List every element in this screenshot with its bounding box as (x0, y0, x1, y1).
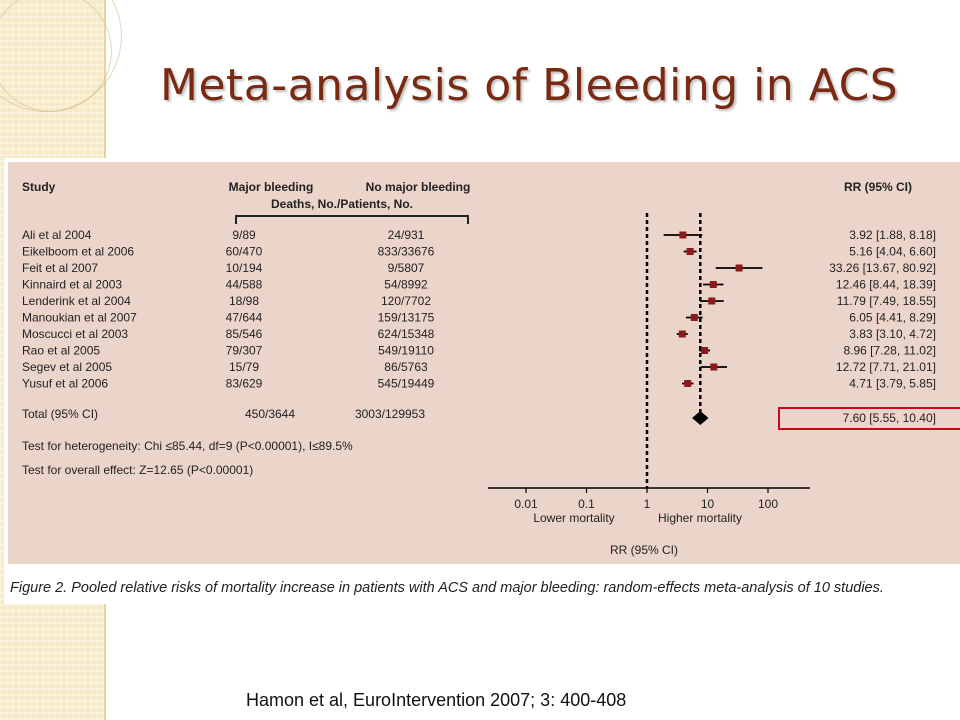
study-rr-label: 6.05 [4.41, 8.29] (849, 311, 936, 325)
study-point (709, 281, 717, 288)
study-no-major-bleeding: 120/7702 (381, 294, 431, 308)
forest-plot: Study Major bleeding No major bleeding D… (22, 180, 960, 557)
x-tick-label: 100 (758, 497, 778, 511)
study-name: Ali et al 2004 (22, 228, 92, 242)
x-tick-label: 0.1 (578, 497, 595, 511)
x-tick-label: 1 (644, 497, 651, 511)
study-point (708, 297, 716, 305)
study-name: Yusuf et al 2006 (22, 377, 108, 391)
study-rr-label: 12.72 [7.71, 21.01] (836, 360, 936, 374)
total-highlight-box (778, 407, 960, 430)
axis-favours-left: Lower mortality (533, 511, 614, 525)
test-heterogeneity: Test for heterogeneity: Chi ≤85.44, df=9… (22, 439, 353, 453)
forest-plot-figure: Study Major bleeding No major bleeding D… (4, 158, 960, 604)
study-rr-label: 8.96 [7.28, 11.02] (843, 344, 936, 358)
study-no-major-bleeding: 545/19449 (378, 377, 435, 391)
study-name: Manoukian et al 2007 (22, 311, 137, 325)
study-no-major-bleeding: 624/15348 (378, 327, 435, 341)
total-major: 450/3644 (245, 407, 295, 421)
study-major-bleeding: 79/307 (226, 344, 263, 358)
study-no-major-bleeding: 833/33676 (378, 245, 435, 259)
study-no-major-bleeding: 86/5763 (384, 360, 428, 374)
study-rr-label: 5.16 [4.04, 6.60] (849, 245, 936, 259)
study-no-major-bleeding: 159/13175 (378, 311, 435, 325)
study-point (679, 231, 687, 239)
header-major-bleeding: Major bleeding (229, 180, 314, 194)
study-name: Kinnaird et al 2003 (22, 278, 122, 292)
study-point (686, 248, 694, 255)
study-name: Rao et al 2005 (22, 344, 100, 358)
total-rr-label: 7.60 [5.55, 10.40] (843, 411, 936, 425)
study-point (684, 380, 692, 387)
plot-layer: 0.01 0.1 1 10 100 (488, 213, 810, 511)
citation: Hamon et al, EuroIntervention 2007; 3: 4… (246, 690, 627, 710)
x-tick-label: 0.01 (514, 497, 538, 511)
study-rr-label: 33.26 [13.67, 80.92] (829, 261, 936, 275)
study-point (690, 314, 698, 321)
total-no-major: 3003/129953 (355, 407, 425, 421)
axis-favours-right: Higher mortality (658, 511, 742, 525)
study-name: Segev et al 2005 (22, 360, 112, 374)
header-no-major-bleeding: No major bleeding (366, 180, 471, 194)
study-no-major-bleeding: 54/8992 (384, 278, 428, 292)
study-point (735, 264, 743, 272)
study-major-bleeding: 60/470 (226, 245, 263, 259)
figure-caption: Figure 2. Pooled relative risks of morta… (10, 580, 884, 596)
test-overall-effect: Test for overall effect: Z=12.65 (P<0.00… (22, 463, 253, 477)
study-no-major-bleeding: 24/931 (388, 228, 425, 242)
slide-title: Meta-analysis of Bleeding in ACS (160, 60, 899, 111)
x-axis-label: RR (95% CI) (610, 543, 678, 557)
study-major-bleeding: 83/629 (226, 377, 263, 391)
study-rows: Ali et al 2004 9/89 24/931 3.92 [1.88, 8.18… (22, 228, 936, 391)
header-study: Study (22, 180, 56, 194)
study-major-bleeding: 9/89 (232, 228, 256, 242)
study-name: Lenderink et al 2004 (22, 294, 131, 308)
study-point (710, 363, 718, 371)
study-major-bleeding: 44/588 (226, 278, 263, 292)
study-no-major-bleeding: 549/19110 (378, 344, 434, 358)
study-no-major-bleeding: 9/5807 (388, 261, 425, 275)
header-rr: RR (95% CI) (844, 180, 912, 194)
study-rr-label: 12.46 [8.44, 18.39] (836, 278, 936, 292)
study-name: Feit et al 2007 (22, 261, 98, 275)
study-major-bleeding: 18/98 (229, 294, 259, 308)
study-rr-label: 3.92 [1.88, 8.18] (849, 228, 936, 242)
study-point (678, 330, 686, 338)
forest-plot-background (8, 162, 960, 564)
study-name: Moscucci et al 2003 (22, 327, 128, 341)
study-rr-label: 3.83 [3.10, 4.72] (849, 327, 936, 341)
x-tick-label: 10 (701, 497, 715, 511)
study-major-bleeding: 10/194 (226, 261, 263, 275)
header-bracket (235, 215, 469, 224)
study-major-bleeding: 85/546 (226, 327, 263, 341)
study-point (701, 347, 709, 354)
study-major-bleeding: 15/79 (229, 360, 259, 374)
study-major-bleeding: 47/644 (226, 311, 263, 325)
study-name: Eikelboom et al 2006 (22, 245, 134, 259)
total-label: Total (95% CI) (22, 407, 98, 421)
study-rr-label: 4.71 [3.79, 5.85] (849, 377, 936, 391)
pooled-diamond (692, 411, 709, 425)
header-deaths-patients: Deaths, No./Patients, No. (271, 197, 413, 211)
study-rr-label: 11.79 [7.49, 18.55] (837, 294, 936, 308)
